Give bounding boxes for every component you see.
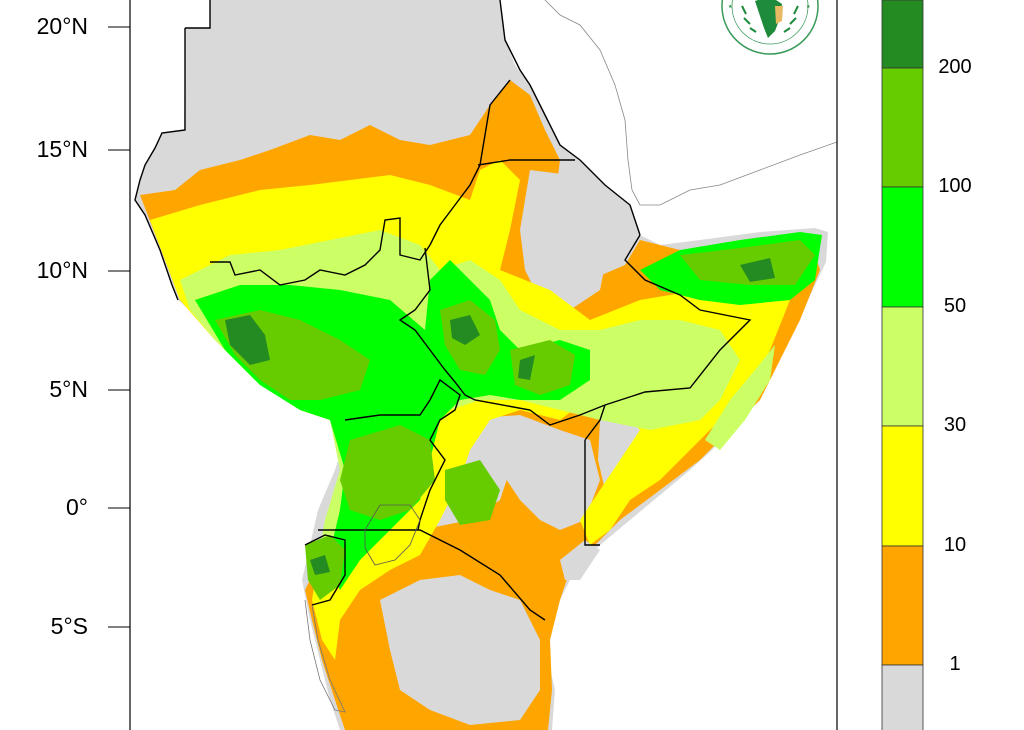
colorbar-label-10: 10: [943, 534, 967, 556]
lake-tanganyika-outline: [304, 599, 346, 713]
lat-label-5s: 5°S: [50, 613, 88, 639]
colorbar-bin-50-100: [881, 186, 924, 308]
uganda-mid: [340, 425, 435, 520]
band-gt-200-c: [518, 355, 535, 380]
colorbar-bin-gt200: [881, 0, 924, 69]
lat-label-0: 0°: [66, 494, 88, 520]
lat-label-10n: 10°N: [36, 257, 88, 283]
dry-tanzania: [380, 575, 540, 725]
map-body: [134, 0, 837, 730]
colorbar-label-50: 50: [943, 295, 967, 317]
colorbar-label-100: 100: [938, 175, 972, 197]
ethiopia-south-mid: [510, 340, 575, 395]
colorbar-label-1: 1: [949, 653, 961, 675]
band-gt-200-e: [310, 555, 330, 575]
colorbar-label-30: 30: [943, 414, 967, 436]
lat-ticks: [108, 26, 130, 628]
colorbar-bin-10-30: [881, 425, 924, 547]
lat-label-20n: 20°N: [36, 13, 88, 39]
dry-tanzania-2: [560, 540, 600, 580]
band-gt-200-a: [225, 315, 270, 365]
lat-label-15n: 15°N: [36, 136, 88, 162]
svg-text:★: ★: [728, 4, 733, 10]
country-borders: [134, 0, 752, 621]
colorbar-bin-30-50: [881, 306, 924, 427]
colorbar: [881, 0, 924, 730]
arabia-outline: [544, 0, 837, 206]
colorbar-label-200: 200: [938, 56, 972, 78]
kenya-highland-mid: [445, 460, 500, 525]
igad-logo: ★ ★: [721, 0, 819, 55]
dry-afar: [520, 170, 610, 310]
laurel-icon: [741, 5, 799, 33]
band-gt-200-b: [450, 315, 480, 345]
colorbar-bin-100-200: [881, 67, 924, 188]
band-gt-200-d: [740, 258, 775, 282]
lat-label-5n: 5°N: [49, 376, 88, 402]
somalia-coast-green: [705, 345, 775, 450]
lake-victoria-outline: [364, 504, 421, 566]
colorbar-bin-1-10: [881, 545, 924, 666]
somalia-north-mid: [680, 240, 815, 285]
colorbar-bin-lt1: [881, 664, 924, 730]
svg-text:★: ★: [806, 4, 811, 10]
dry-kenya: [450, 415, 600, 530]
